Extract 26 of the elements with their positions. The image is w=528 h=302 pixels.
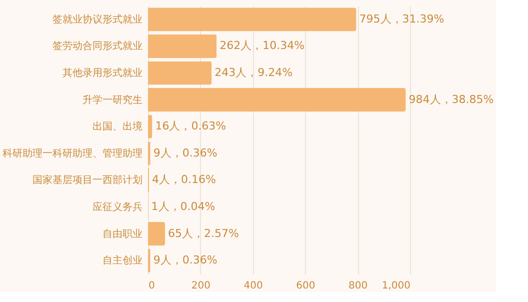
data-label: 1人，0.04% [151,200,216,213]
x-tick-label: 1,000 [382,280,410,292]
y-tick-label: 签就业协议形式就业 [52,13,142,26]
data-label: 795人，31.39% [359,12,444,26]
data-label: 4人，0.16% [152,173,216,186]
x-tick-label: 600 [296,280,316,292]
y-tick-label: 自主创业 [102,254,142,267]
data-label: 262人，10.34% [220,39,305,52]
data-label: 9人，0.36% [153,146,218,160]
y-tick-label: 出国、出境 [92,120,142,133]
x-tick-label: 400 [244,280,263,292]
data-label: 243人，9.24% [214,66,293,79]
y-tick-label: 自由职业 [102,228,142,240]
y-tick-label: 签劳动合同形式就业 [52,40,142,52]
y-tick-label: 科研助理一科研助理、管理助理 [2,147,142,160]
data-label: 16人，0.63% [155,120,226,133]
x-tick-label: 200 [191,280,210,292]
x-tick-label: 800 [348,280,368,292]
y-tick-label: 其他录用形式就业 [62,67,142,79]
y-tick-label: 国家基层项目一西部计划 [32,174,142,186]
data-label: 984人，38.85% [408,92,494,106]
data-label: 65人，2.57% [168,226,239,240]
x-tick-label: 0 [148,280,155,292]
y-tick-label: 升学一研究生 [82,94,142,106]
y-tick-label: 应征义务兵 [92,201,142,213]
data-label: 9人，0.36% [153,254,218,267]
